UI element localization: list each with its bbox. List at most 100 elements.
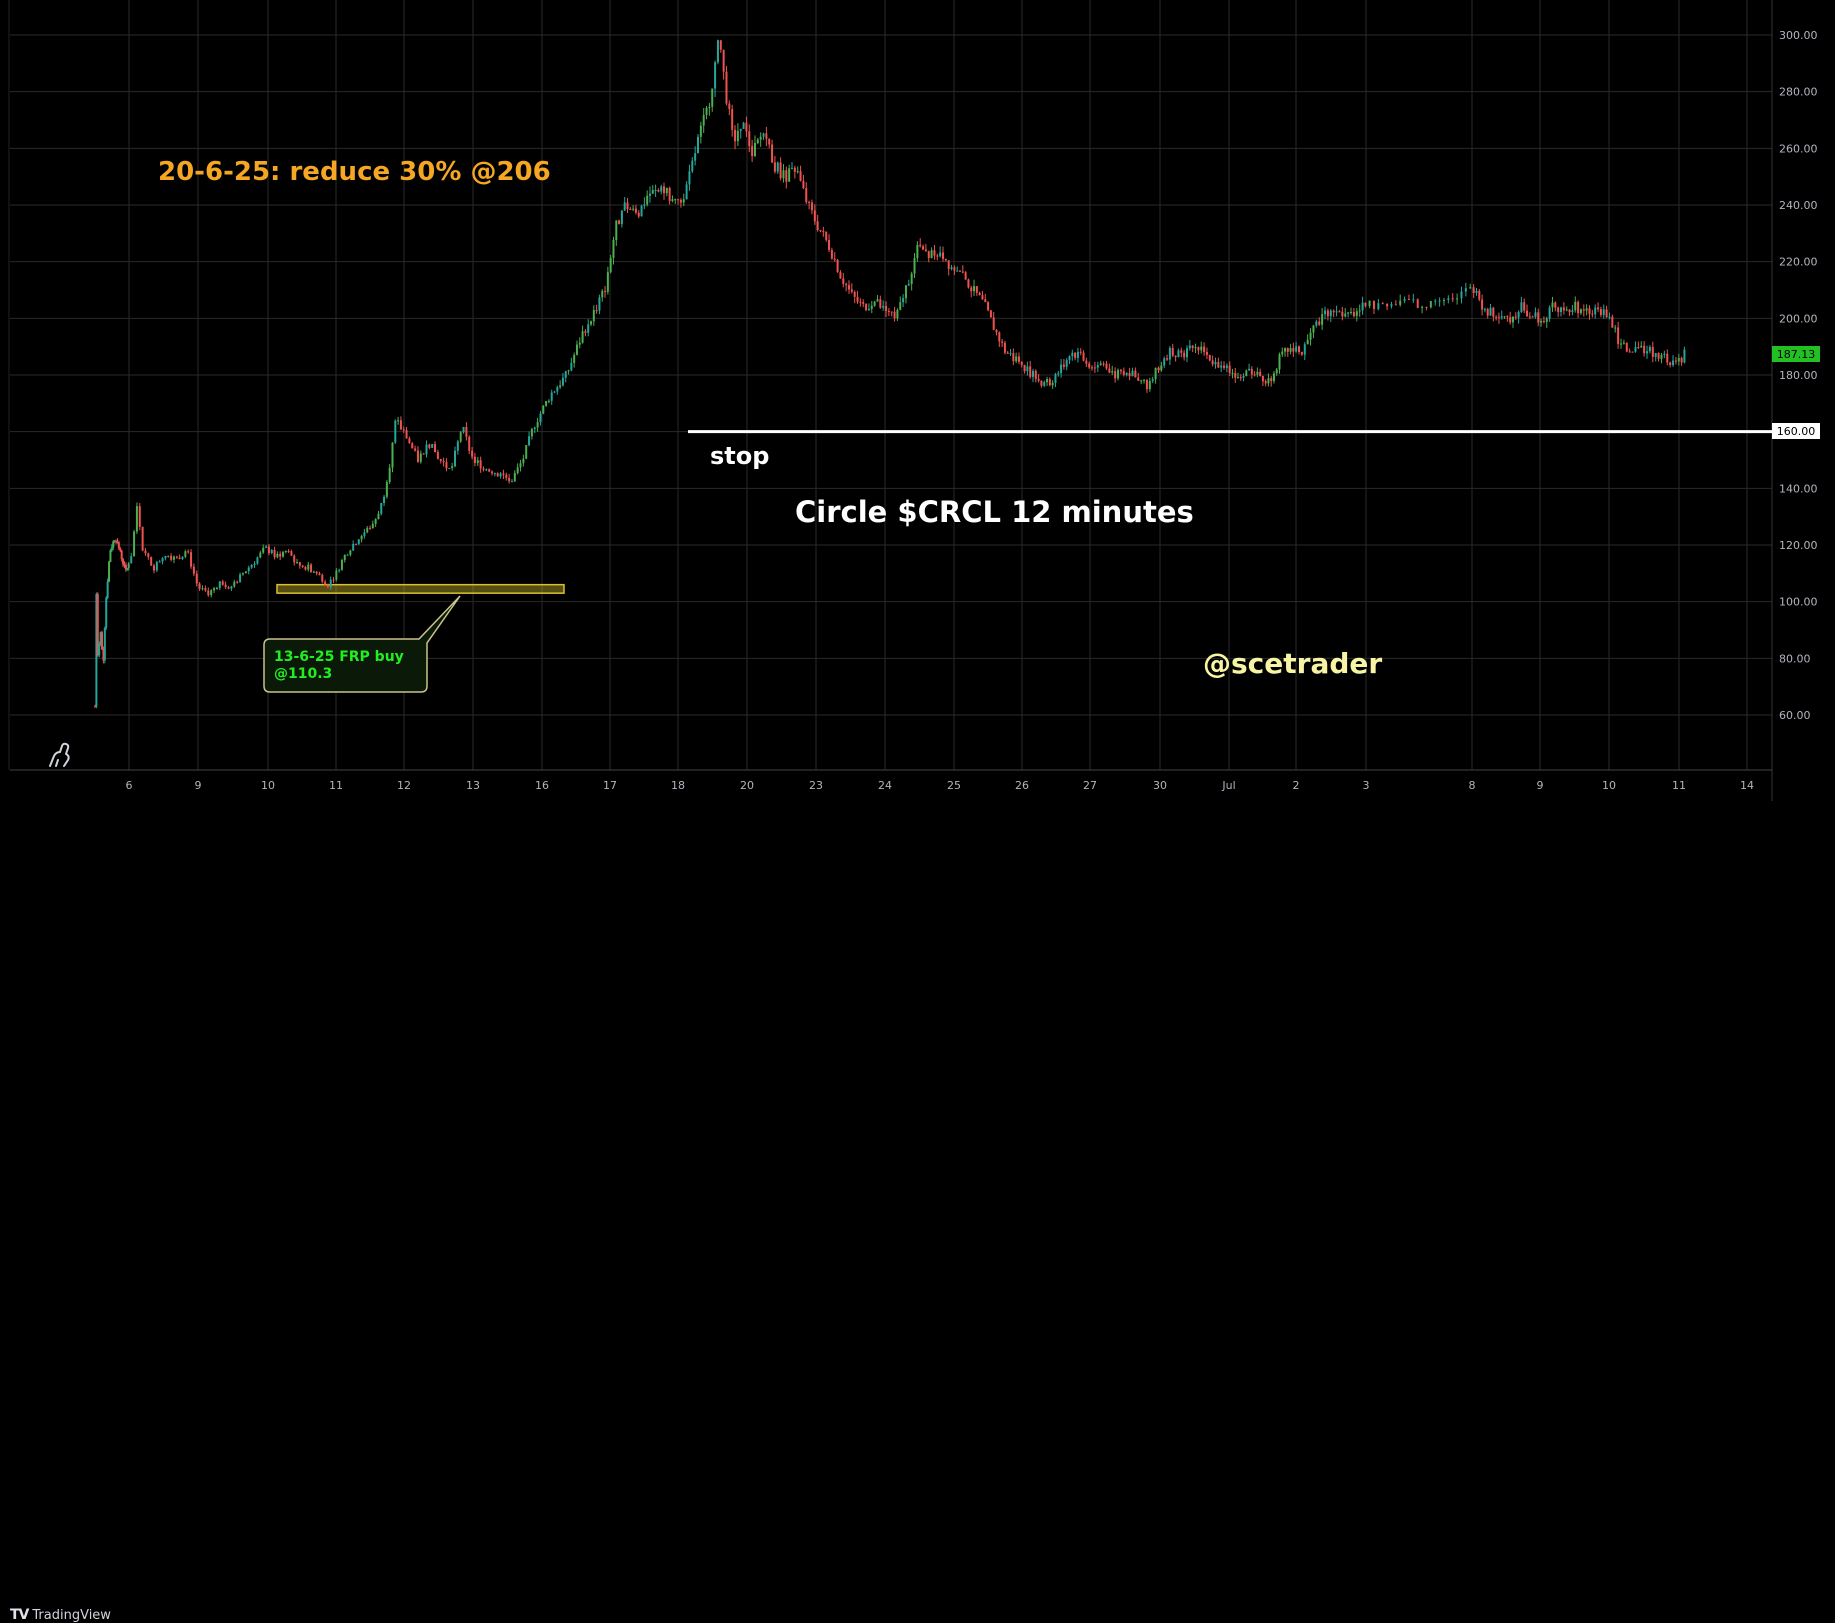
candle-body (1321, 314, 1324, 325)
candle-body (267, 546, 270, 554)
candle-body (374, 519, 377, 524)
candle-body (609, 257, 612, 273)
candle-body (1381, 303, 1384, 305)
candle-body (1497, 316, 1500, 318)
candle-body (961, 271, 964, 273)
candle-body (479, 460, 482, 469)
candle-body (890, 311, 893, 313)
dino-icon[interactable] (49, 742, 70, 767)
candle-body (405, 430, 408, 439)
candle-body (930, 250, 933, 259)
candle-body (1082, 352, 1085, 361)
candle-body (748, 131, 751, 147)
candle-body (276, 553, 279, 558)
candle-body (99, 632, 102, 644)
candle-body (637, 212, 640, 217)
y-tick-label: 220.00 (1779, 256, 1818, 269)
candle-body (536, 422, 539, 428)
candle-body (1347, 312, 1350, 314)
candle-body (281, 552, 284, 557)
candle-body (813, 210, 816, 222)
candle-body (808, 202, 811, 204)
candle-body (1646, 351, 1649, 354)
candle-body (1416, 299, 1419, 308)
candle-body (1134, 370, 1137, 378)
candle-body (679, 200, 682, 203)
candle-body (592, 310, 595, 322)
tradingview-brand[interactable]: TV TradingView (10, 1607, 111, 1623)
candle-body (1403, 299, 1406, 301)
candle-body (1407, 299, 1410, 301)
candle-body (1248, 368, 1251, 371)
x-tick-label: 13 (466, 779, 480, 792)
price-chart[interactable]: 6 9 10 11 12 13 16 17 18 20 23 24 25 26 27 30 Jul 2 3 8 9 10 1… (0, 0, 1835, 801)
candle-body (346, 554, 349, 556)
candle-body (213, 588, 216, 591)
candle-body (1300, 352, 1303, 355)
candle-body (995, 330, 998, 333)
candle-body (819, 230, 822, 232)
candle-body (439, 458, 442, 461)
candle-body (1312, 325, 1315, 333)
candle-body (270, 549, 273, 554)
candle-body (1526, 310, 1529, 317)
candle-body (799, 171, 802, 181)
tradingview-logo-icon: TV (10, 1607, 29, 1623)
candle-body (731, 109, 734, 130)
candle-body (1545, 318, 1548, 322)
candle-body (845, 283, 848, 286)
candle-body (1657, 353, 1660, 359)
x-tick-label: 20 (740, 779, 754, 792)
candle-body (1324, 310, 1327, 315)
candle-body (150, 556, 153, 566)
candle-body (468, 436, 471, 451)
candle-body (1669, 362, 1672, 365)
candle-body (456, 441, 459, 451)
candle-body (950, 267, 953, 269)
candle-body (547, 400, 550, 402)
candle-body (1140, 380, 1143, 382)
candle-body (473, 456, 476, 463)
candle-body (1651, 346, 1654, 357)
candle-body (462, 426, 465, 433)
candle-body (1399, 300, 1402, 305)
candle-body (1057, 373, 1060, 375)
candle-body (1228, 365, 1231, 373)
y-axis[interactable]: 300.00 280.00 260.00 240.00 220.00 200.00 180.… (1779, 29, 1818, 722)
candle-body (768, 138, 771, 145)
candle-body (133, 531, 136, 557)
candle-body (1278, 354, 1281, 370)
candle-body (989, 310, 992, 318)
candle-body (595, 310, 598, 312)
candle-body (158, 561, 161, 563)
candle-body (112, 541, 115, 548)
stop-price-text: 160.00 (1777, 425, 1816, 438)
candle-body (1166, 358, 1169, 360)
candle-body (505, 474, 508, 478)
candle-body (651, 190, 654, 194)
candle-body (1654, 353, 1657, 357)
candle-body (1352, 312, 1355, 317)
candle-body (1171, 348, 1174, 356)
candle-body (335, 570, 338, 580)
candle-body (1562, 307, 1565, 311)
candle-body (539, 413, 542, 423)
candle-body (668, 187, 671, 201)
candle-body (445, 462, 448, 469)
candle-body (516, 467, 519, 474)
candle-body (96, 593, 99, 656)
candle-body (1137, 377, 1140, 381)
candle-body (1026, 366, 1029, 372)
x-tick-label: 23 (809, 779, 823, 792)
candle-body (190, 552, 193, 567)
candle-body (1557, 307, 1560, 312)
candle-body (1475, 290, 1478, 293)
candle-body (124, 564, 127, 570)
candle-body (640, 205, 643, 217)
candle-body (660, 186, 663, 192)
x-tick-label: 14 (1740, 779, 1754, 792)
candle-body (513, 473, 516, 482)
candle-body (924, 249, 927, 252)
candle-body (992, 317, 995, 331)
candle-body (115, 540, 118, 542)
